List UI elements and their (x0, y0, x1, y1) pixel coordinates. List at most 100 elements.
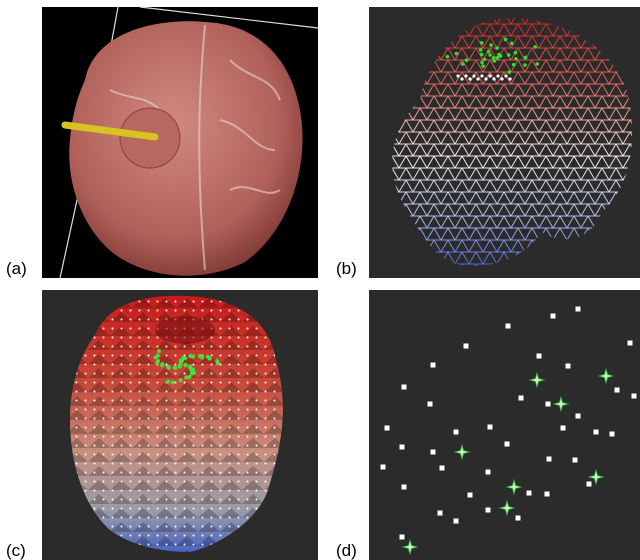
electrode-dot (523, 63, 527, 67)
point (610, 432, 615, 437)
panel-background (369, 290, 640, 560)
point (402, 385, 407, 390)
electrode-dot (460, 77, 463, 80)
electrode-dot (514, 57, 518, 61)
point (587, 482, 592, 487)
electrode-dot (512, 63, 516, 67)
electrode-dot (157, 349, 161, 353)
panel-b: (b) (336, 7, 640, 278)
electrode-dot (500, 77, 503, 80)
electrode-dot (507, 70, 511, 74)
electrode-dot (488, 74, 491, 77)
point (385, 426, 390, 431)
point (566, 364, 571, 369)
point (576, 307, 581, 312)
electrode-dot (495, 46, 499, 50)
point (516, 516, 521, 521)
electrode-dot (480, 61, 484, 65)
point (576, 414, 581, 419)
electrode-dot (184, 375, 188, 379)
electrode-dot (446, 55, 450, 59)
electrode-dot (489, 43, 493, 47)
panel-label: (b) (336, 259, 357, 278)
electrode-dot (480, 41, 484, 45)
electrode-dot (483, 58, 487, 62)
electrode-dot (464, 74, 467, 77)
electrode-dot (455, 52, 459, 56)
electrode-dot (179, 378, 183, 382)
point (400, 445, 405, 450)
electrode-dot (472, 74, 475, 77)
point (431, 363, 436, 368)
electrode-dot (183, 356, 187, 360)
point (464, 344, 469, 349)
point (561, 426, 566, 431)
electrode-dot (476, 77, 479, 80)
electrode-dot (492, 77, 495, 80)
electrode-dot (535, 62, 539, 66)
electrode-dot (514, 51, 518, 55)
panel-c: (c) (6, 290, 318, 560)
electrode-dot (487, 50, 491, 54)
surface-dent (155, 316, 215, 344)
electrode-dot (456, 74, 459, 77)
point (381, 465, 386, 470)
electrode-dot (171, 380, 175, 384)
electrode-dot (166, 380, 170, 384)
electrode-dot (178, 364, 182, 368)
point (505, 442, 510, 447)
electrode-dot (493, 59, 497, 63)
electrode-dot (216, 362, 220, 366)
point (402, 485, 407, 490)
point (454, 519, 459, 524)
panel-a: (a) (6, 7, 318, 278)
point (488, 425, 493, 430)
electrode-dot (208, 357, 212, 361)
point (537, 354, 542, 359)
point (428, 402, 433, 407)
panel-label: (a) (6, 259, 27, 278)
electrode-dot (180, 359, 184, 363)
electrode-dot (200, 355, 204, 359)
figure: (a) (b) (c) (d) (0, 0, 640, 560)
point (546, 402, 551, 407)
electrode-dot (507, 53, 511, 57)
electrode-dot (492, 56, 496, 60)
electrode-dot (481, 64, 485, 68)
electrode-dot (468, 77, 471, 80)
electrode-dot (184, 363, 188, 367)
point (632, 394, 637, 399)
point (519, 396, 524, 401)
electrode-dot (504, 74, 507, 77)
electrode-dot (504, 38, 508, 42)
electrode-dot (480, 53, 484, 57)
point (594, 430, 599, 435)
electrode-dot (510, 42, 514, 46)
electrode-dot (156, 354, 160, 358)
panel-label: (d) (336, 541, 357, 560)
electrode-dot (508, 77, 511, 80)
electrode-dot (461, 62, 465, 66)
point (486, 470, 491, 475)
point (506, 324, 511, 329)
electrode-dot (166, 365, 170, 369)
point (486, 508, 491, 513)
electrode-dot (533, 45, 537, 49)
point (545, 492, 550, 497)
electrode-dot (488, 53, 492, 57)
electrode-dot (497, 53, 501, 57)
point (547, 457, 552, 462)
electrode-dot (496, 56, 500, 60)
electrode-dot (496, 74, 499, 77)
point (551, 314, 556, 319)
panel-label: (c) (6, 541, 26, 560)
electrode-dot (191, 355, 195, 359)
electrode-dot (480, 74, 483, 77)
panel-d: (d) (336, 290, 640, 560)
point (454, 430, 459, 435)
point (431, 450, 436, 455)
electrode-dot (484, 77, 487, 80)
electrode-dot (160, 362, 164, 366)
point (573, 458, 578, 463)
point (440, 466, 445, 471)
